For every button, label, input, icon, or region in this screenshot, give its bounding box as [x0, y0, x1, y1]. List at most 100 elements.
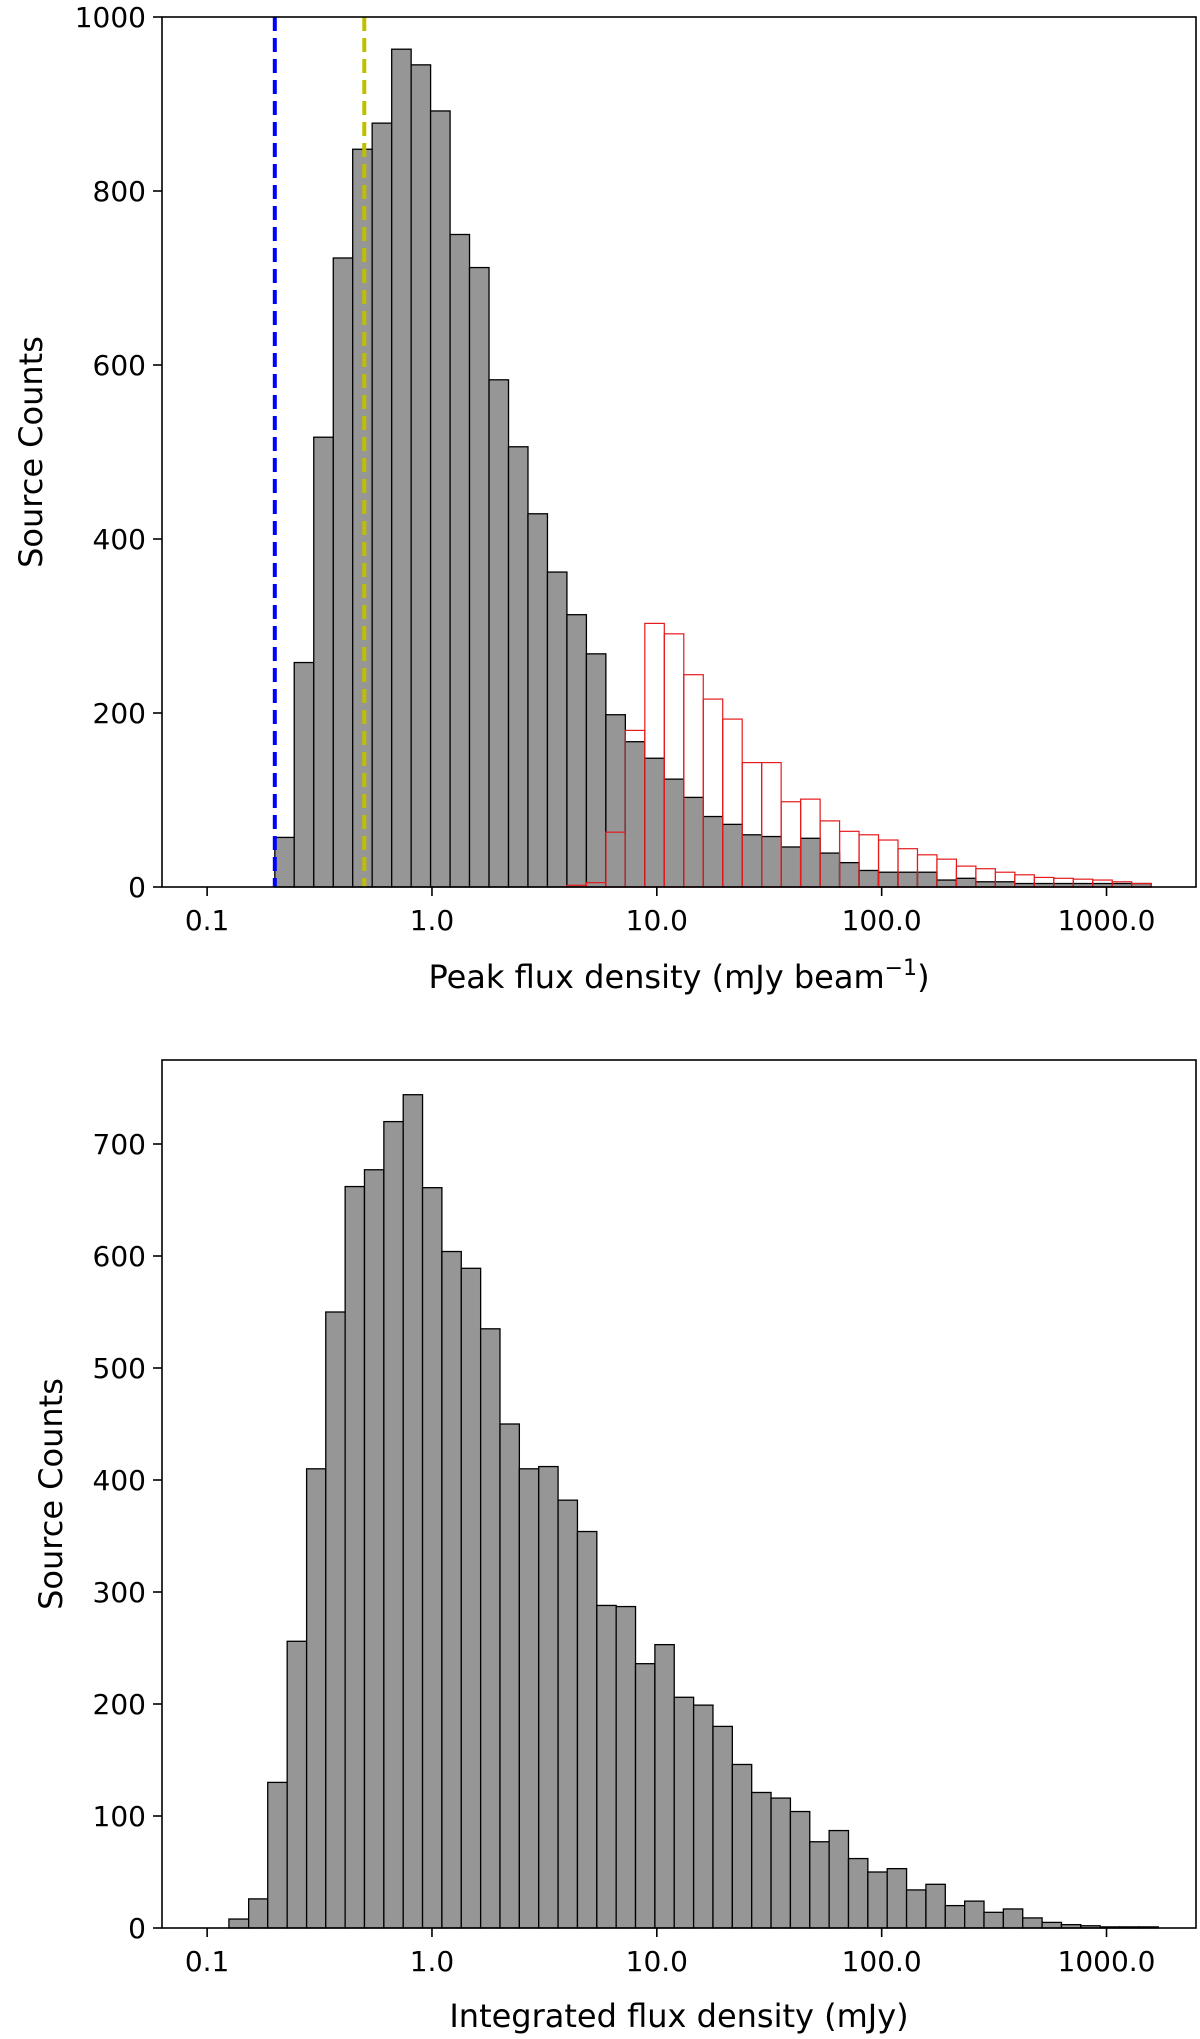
histogram-bar	[624, 741, 646, 888]
histogram-bar	[702, 815, 724, 888]
histogram-bar	[654, 1643, 675, 1929]
histogram-bar	[644, 757, 665, 888]
y-tick-label: 800	[93, 175, 146, 208]
x-axis-label: Peak flux density (mJy beam−1)	[428, 956, 929, 996]
y-tick-label: 400	[93, 523, 146, 556]
histogram-bar	[325, 1311, 346, 1929]
histogram-bar	[809, 1841, 830, 1929]
histogram-bar	[441, 1250, 462, 1929]
histogram-bar	[546, 571, 568, 888]
histogram-bar	[741, 834, 763, 888]
y-tick-label: 700	[93, 1128, 146, 1161]
histogram-bar	[731, 1763, 753, 1929]
y-tick-label: 600	[93, 1240, 146, 1273]
histogram-bar	[557, 1499, 579, 1929]
histogram-bar	[460, 1267, 482, 1929]
histogram-bar	[634, 1663, 656, 1929]
histogram-bar	[789, 1810, 811, 1929]
x-axis-label: Integrated flux density (mJy)	[449, 1997, 908, 2035]
x-tick-label: 10.0	[626, 1945, 688, 1978]
histogram-bar	[877, 871, 899, 888]
histogram-bar	[886, 1867, 908, 1929]
histogram-bar	[692, 1704, 714, 1929]
histogram-bar	[847, 1857, 869, 1929]
histogram-bar	[828, 1829, 850, 1929]
histogram-bar	[916, 871, 938, 888]
x-axis-ticks: 0.1 1.0 10.0 100.0 1000.0	[185, 1928, 1156, 1978]
histogram-bar	[313, 436, 334, 888]
histogram-bar	[479, 1328, 501, 1929]
histogram-bar	[722, 823, 743, 888]
histogram-bar	[585, 653, 607, 888]
histogram-bar	[421, 1187, 443, 1929]
histogram-bar	[867, 1871, 888, 1929]
reference-lines	[272, 17, 367, 887]
histogram-bar	[936, 879, 958, 888]
histogram-bar	[663, 778, 685, 888]
x-tick-label: 100.0	[842, 1945, 922, 1978]
x-axis-label-closing: )	[917, 958, 929, 996]
y-axis-label: Source Counts	[12, 336, 50, 568]
histogram-bar	[605, 714, 626, 888]
y-tick-label: 200	[93, 697, 146, 730]
histogram-bar	[344, 1185, 366, 1929]
histogram-bar	[391, 48, 412, 888]
x-tick-label: 1000.0	[1058, 1945, 1156, 1978]
histogram-bar	[596, 1604, 617, 1929]
histogram-bar	[955, 877, 977, 888]
histogram-bar	[402, 1094, 424, 1929]
histogram-bar	[925, 1883, 946, 1929]
histogram-bar	[449, 233, 471, 888]
x-tick-label: 1.0	[410, 904, 455, 937]
y-tick-label: 600	[93, 349, 146, 382]
x-tick-label: 1000.0	[1058, 904, 1156, 937]
bars-layer	[228, 1094, 1159, 1929]
histogram-bar	[488, 379, 510, 888]
histogram-bar	[897, 871, 919, 888]
histogram-bar	[761, 835, 782, 888]
x-tick-label: 0.1	[185, 904, 230, 937]
histogram-bar	[683, 796, 704, 888]
plot-frame	[161, 1059, 1197, 1929]
y-tick-label: 500	[93, 1352, 146, 1385]
x-axis-label-superscript: −1	[885, 956, 917, 981]
histogram-bar	[305, 1468, 327, 1929]
plot-frame	[161, 16, 1197, 888]
y-tick-label: 0	[128, 1912, 146, 1945]
histogram-bar	[1002, 1908, 1024, 1929]
histogram-bar	[293, 661, 315, 888]
histogram-bar	[983, 1911, 1005, 1929]
histogram-bar	[905, 1889, 927, 1929]
histogram-bar	[964, 1900, 985, 1929]
histogram-bar	[858, 869, 880, 888]
histogram-bar	[527, 513, 549, 888]
histogram-bar	[332, 257, 354, 888]
histogram-bar	[751, 1791, 772, 1929]
histogram-bar	[538, 1465, 559, 1929]
histogram-bar	[468, 266, 490, 888]
histogram-bar	[371, 122, 393, 888]
peak-flux-histogram: 0.1 1.0 10.0 100.0 1000.0 02004006008001000 …	[12, 1, 1197, 996]
x-tick-label: 1.0	[410, 1945, 455, 1978]
histogram-bar	[615, 1605, 637, 1929]
histogram-bar	[819, 852, 841, 888]
histogram-bar	[770, 1797, 792, 1929]
y-axis-ticks: 0 200 400 600 800 1000	[75, 1, 162, 904]
histogram-bar	[518, 1468, 540, 1929]
histogram-bar	[274, 836, 295, 888]
y-tick-label: 400	[93, 1464, 146, 1497]
histogram-bar	[363, 1169, 385, 1929]
histogram-bar	[576, 1530, 598, 1929]
y-tick-label: 300	[93, 1576, 146, 1609]
histogram-bar	[499, 1423, 521, 1929]
x-tick-label: 0.1	[185, 1945, 230, 1978]
histogram-bar	[566, 614, 588, 888]
histogram-bar	[286, 1640, 308, 1929]
histogram-bar	[410, 64, 432, 888]
histogram-bar	[267, 1781, 288, 1929]
x-axis-ticks: 0.1 1.0 10.0 100.0 1000.0	[185, 887, 1156, 937]
y-axis-ticks: 0 100 200 300 400 500 600 700	[93, 1128, 162, 1945]
histogram-bar	[712, 1725, 733, 1929]
histogram-bar	[507, 446, 529, 888]
